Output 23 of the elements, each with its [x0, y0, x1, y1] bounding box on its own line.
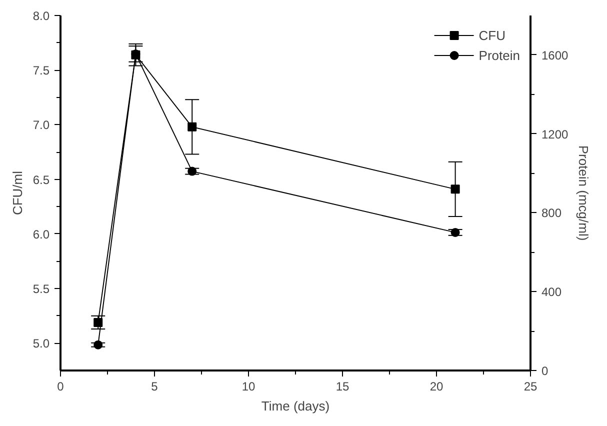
y-tick-label: 5.0: [32, 336, 50, 351]
x-tick-label: 0: [57, 380, 64, 394]
y2-tick-label: 800: [542, 206, 562, 220]
x-tick-label: 5: [151, 380, 158, 394]
x-tick-label: 25: [524, 380, 538, 394]
y-tick-label: 6.5: [32, 172, 50, 187]
legend-label: Protein: [478, 48, 520, 62]
y-tick-label: 6.0: [32, 227, 50, 242]
y-tick-label: 8.0: [32, 9, 50, 23]
y2-tick-label: 0: [542, 364, 548, 378]
y2-tick-label: 1600: [542, 48, 569, 62]
y-tick-label: 5.5: [32, 282, 50, 296]
y2-tick-label: 400: [542, 285, 562, 300]
y-tick-label: 7.0: [32, 118, 50, 132]
y2-tick-label: 1200: [542, 127, 569, 142]
x-tick-label: 15: [336, 380, 350, 394]
x-tick-label: 20: [430, 380, 444, 394]
x-tick-label: 10: [242, 380, 256, 394]
y-tick-label: 7.5: [32, 64, 50, 78]
y2-axis-title: Protein (mcg/ml): [576, 145, 592, 241]
legend-label: CFU: [478, 28, 506, 42]
y-axis-title: CFU/ml: [10, 170, 25, 216]
x-axis-title: Time (days): [261, 398, 330, 414]
